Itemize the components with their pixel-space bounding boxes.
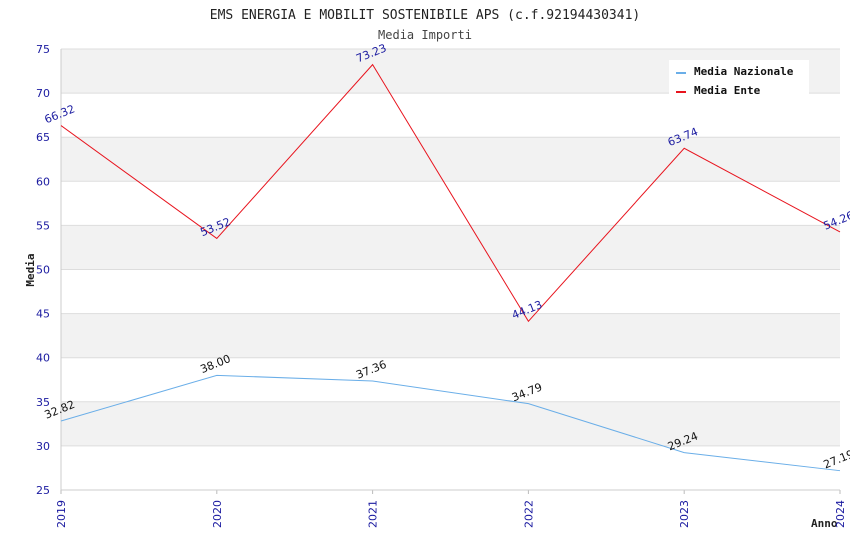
legend-label: Media Ente [694,84,761,97]
plot-bands [61,49,840,446]
y-tick-label: 55 [36,219,50,232]
y-axis-label: Media [24,253,37,286]
legend-box [669,60,809,98]
x-axis-ticks: 2019 2020 2021 2022 2023 2024 [55,500,847,528]
x-tick-label: 2019 [55,500,68,528]
data-label: 66.32 [43,102,77,126]
y-tick-label: 60 [36,175,50,188]
plot-band [61,137,840,182]
y-tick-label: 25 [36,484,50,497]
y-tick-label: 75 [36,43,50,56]
plot-band [61,225,840,270]
x-tick-label: 2023 [678,500,691,528]
y-tick-label: 65 [36,131,50,144]
series-lines [60,63,841,472]
plot-band [61,401,840,446]
x-axis-label: Anno [811,517,838,530]
legend-label: Media Nazionale [694,65,794,78]
y-tick-label: 35 [36,396,50,409]
y-axis-ticks: 25 30 35 40 45 50 55 60 65 70 75 [36,43,50,497]
x-tick-label: 2021 [367,500,380,528]
x-tick-label: 2022 [522,500,535,528]
x-tick-label: 2024 [834,500,847,528]
y-tick-label: 50 [36,264,50,277]
y-tick-label: 45 [36,308,50,321]
data-label: 27.19 [822,448,850,472]
plot-band [61,313,840,358]
y-tick-label: 70 [36,87,50,100]
chart-subtitle: Media Importi [378,28,472,42]
data-label: 37.36 [354,358,388,382]
x-tick-label: 2020 [211,500,224,528]
y-tick-label: 40 [36,352,50,365]
grid-lines [61,48,840,491]
series-line-1 [60,374,841,472]
chart-title: EMS ENERGIA E MOBILIT SOSTENIBILE APS (c… [210,8,640,23]
y-tick-label: 30 [36,440,50,453]
series-line-2 [60,63,841,323]
data-label: 34.79 [510,380,544,404]
legend: Media Nazionale Media Ente [669,60,809,98]
axes [60,49,841,494]
